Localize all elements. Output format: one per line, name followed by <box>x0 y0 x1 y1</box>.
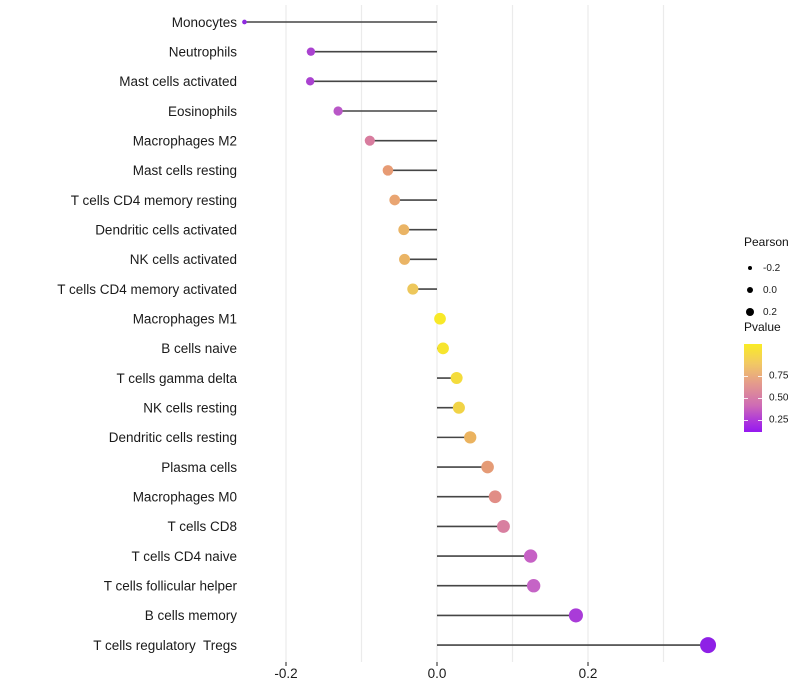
colorbar-tick-label: 0.75 <box>769 370 789 382</box>
pvalue-colorbar <box>744 344 762 432</box>
legend-pearson-item: 0.0 <box>744 279 789 301</box>
lollipop-dot <box>434 312 446 325</box>
y-axis-category-label: NK cells activated <box>130 252 237 267</box>
legend-size-dot-icon <box>745 307 755 317</box>
y-axis-category-label: Macrophages M2 <box>133 133 237 148</box>
y-axis-category-label: NK cells resting <box>143 401 237 416</box>
y-axis-category-label: T cells CD4 memory activated <box>57 282 237 297</box>
y-axis-category-label: T cells CD4 memory resting <box>71 193 237 208</box>
y-axis-category-label: B cells naive <box>161 341 237 356</box>
lollipop-dot <box>382 165 394 176</box>
pvalue-colorbar-wrap: 0.75 0.50 0.25 <box>744 344 788 432</box>
legend-pearson-title: Pearson <box>744 235 789 249</box>
legend-pearson-item-label: -0.2 <box>763 262 781 274</box>
colorbar-tick-mark <box>744 397 748 399</box>
legend-pearson: Pearson -0.2 0.0 0.2 <box>744 235 789 323</box>
colorbar-tick-mark <box>758 397 762 399</box>
y-axis-category-label: T cells CD4 naive <box>131 549 237 564</box>
lollipop-dot <box>568 608 583 623</box>
legend-pearson-item: 0.2 <box>744 301 789 323</box>
colorbar-tick-mark <box>758 375 762 377</box>
legend-pearson-items: -0.2 0.0 0.2 <box>744 257 789 323</box>
y-axis-category-label: Mast cells resting <box>133 163 237 178</box>
y-axis-category-label: T cells CD8 <box>167 519 237 534</box>
lollipop-dot <box>364 135 375 146</box>
lollipop-dot <box>526 579 541 593</box>
y-axis-category-label: Macrophages M0 <box>133 490 237 505</box>
lollipop-dot <box>700 637 717 654</box>
lollipop-dot <box>450 372 463 385</box>
colorbar-tick-label: 0.50 <box>769 392 789 404</box>
y-axis-category-label: T cells regulatory Tregs <box>93 638 237 653</box>
y-axis-category-label: B cells memory <box>145 608 238 623</box>
y-axis-category-label: Monocytes <box>172 15 238 30</box>
y-axis-category-label: Mast cells activated <box>119 74 237 89</box>
y-axis-category-label: Plasma cells <box>161 460 237 475</box>
legend-pearson-item-label: 0.2 <box>763 306 777 318</box>
y-axis-category-label: Macrophages M1 <box>133 312 237 327</box>
legend-size-dot-icon <box>746 286 754 294</box>
lollipop-dot <box>496 519 510 533</box>
lollipop-dot <box>389 194 401 206</box>
colorbar-tick-mark <box>758 419 762 421</box>
x-tick-label: 0.0 <box>428 666 447 681</box>
y-axis-category-label: Neutrophils <box>169 44 238 59</box>
y-axis-category-label: Dendritic cells activated <box>95 222 237 237</box>
y-axis-category-label: T cells gamma delta <box>116 371 237 386</box>
lollipop-dot <box>481 460 494 474</box>
lollipop-dot <box>523 549 538 563</box>
lollipop-dot <box>305 77 315 86</box>
lollipop-dot <box>242 19 247 25</box>
legend-pvalue: Pvalue 0.75 0.50 0.25 <box>744 320 788 432</box>
legend-pearson-item: -0.2 <box>744 257 789 279</box>
colorbar-tick-label: 0.25 <box>769 414 789 426</box>
colorbar-tick-mark <box>744 375 748 377</box>
lollipop-dot <box>464 431 477 444</box>
lollipop-dot <box>488 490 502 504</box>
lollipop-dot <box>437 342 449 355</box>
y-axis-category-label: Eosinophils <box>168 104 237 119</box>
lollipop-dot <box>333 106 343 116</box>
lollipop-dot <box>306 47 316 56</box>
legend-pearson-item-label: 0.0 <box>763 284 777 296</box>
y-axis-category-label: T cells follicular helper <box>104 579 238 594</box>
x-tick-label: -0.2 <box>274 666 297 681</box>
legend-pvalue-title: Pvalue <box>744 320 781 334</box>
lollipop-dot <box>398 224 410 236</box>
lollipop-dot <box>452 401 465 414</box>
y-axis-category-label: Dendritic cells resting <box>109 430 237 445</box>
x-tick-label: 0.2 <box>579 666 598 681</box>
legend-size-dot-icon <box>747 265 753 271</box>
lollipop-dot <box>399 253 411 265</box>
lollipop-dot <box>407 283 419 295</box>
colorbar-tick-mark <box>744 419 748 421</box>
